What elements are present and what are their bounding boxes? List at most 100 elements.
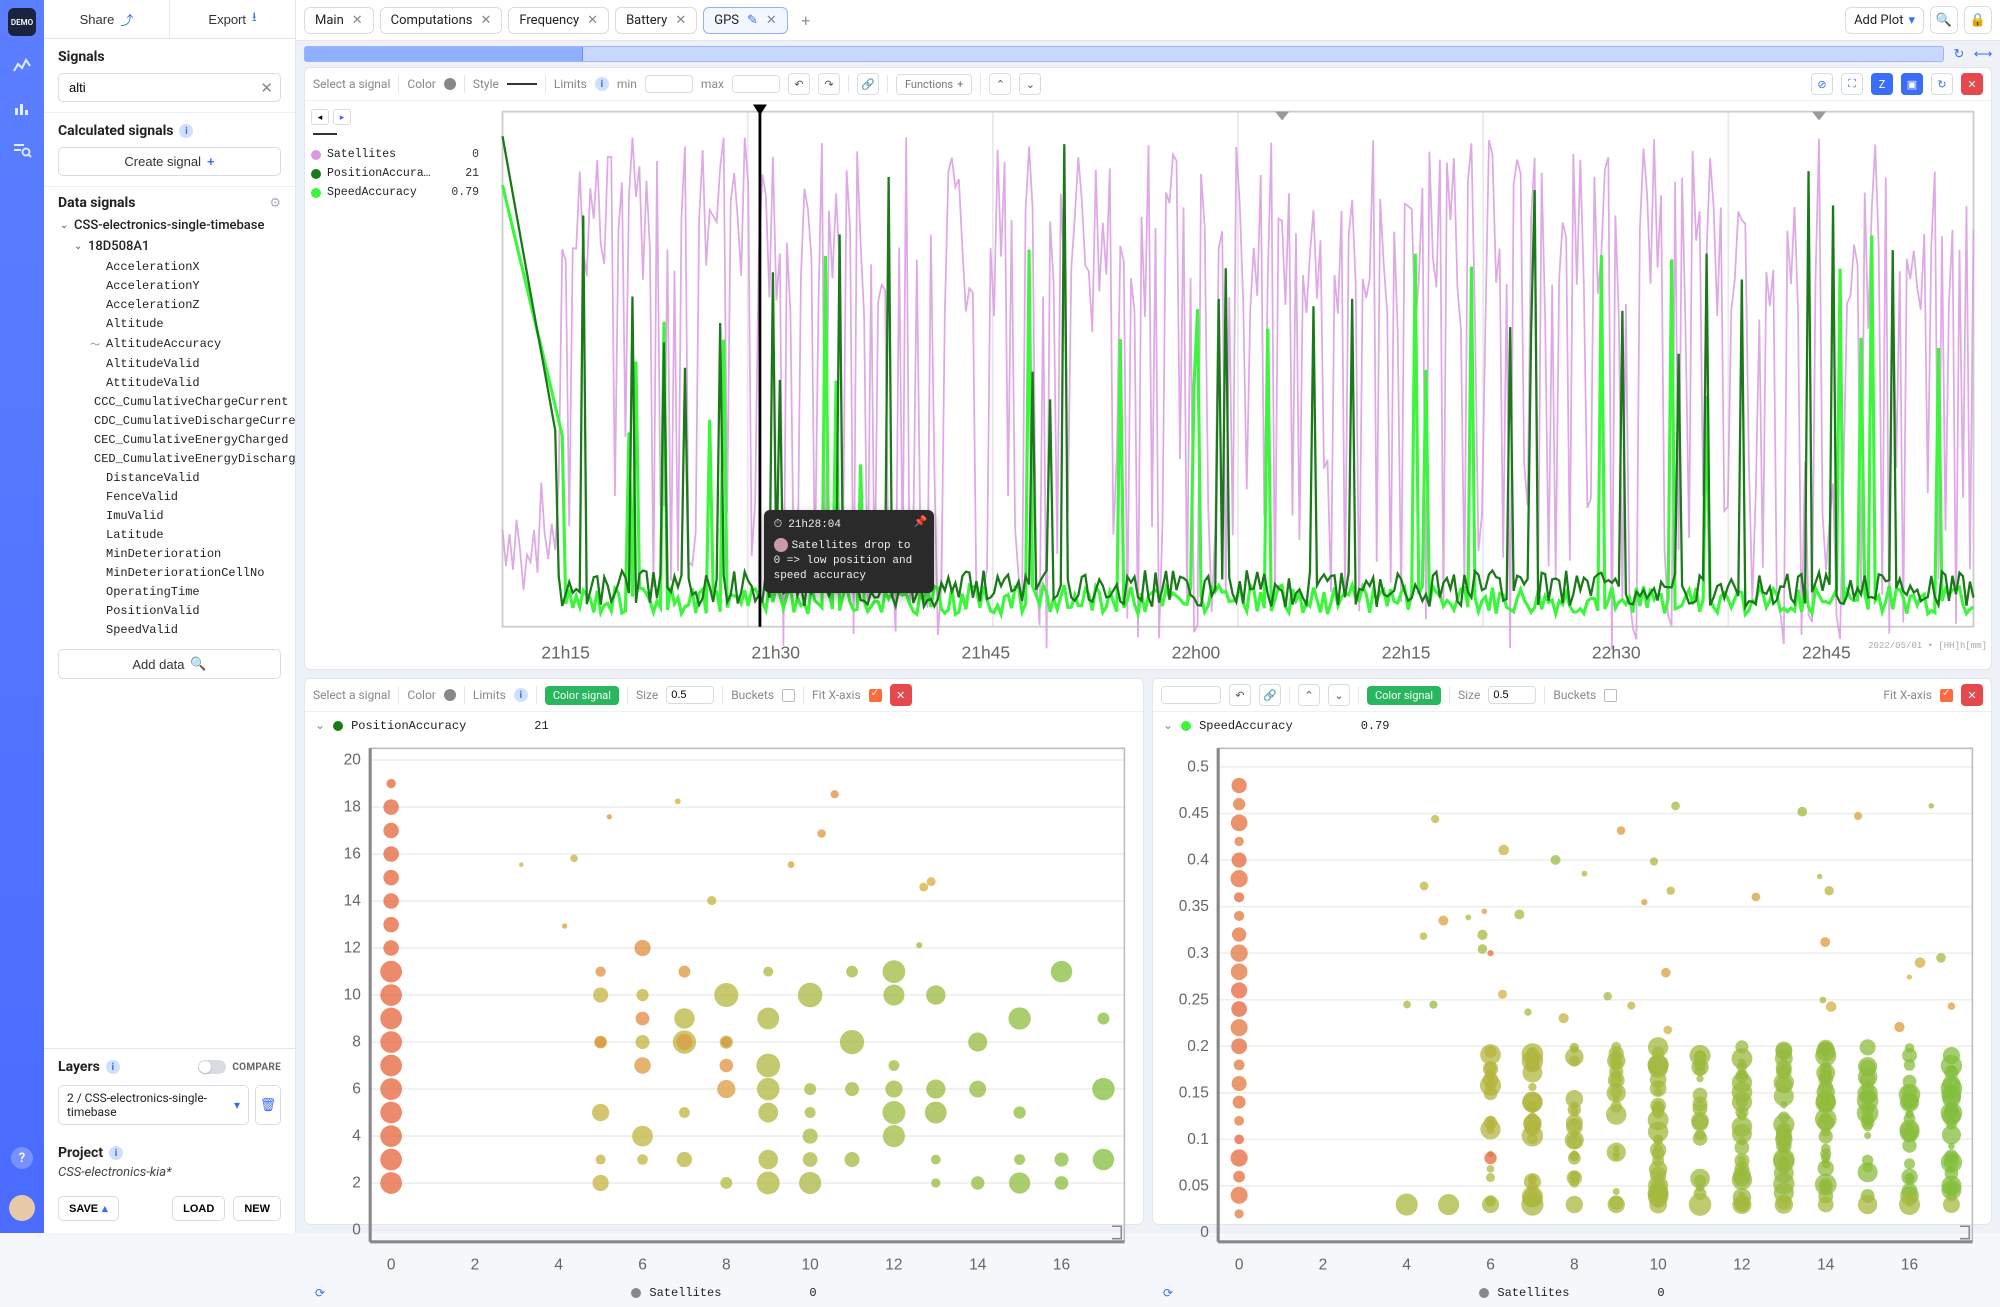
add-data-button[interactable]: Add data🔍 (58, 649, 281, 679)
load-button[interactable]: LOAD (172, 1196, 225, 1221)
pin-icon[interactable]: 📌 (914, 516, 928, 531)
info-icon[interactable]: i (595, 77, 609, 91)
fitx-checkbox[interactable] (1940, 689, 1953, 702)
functions-button[interactable]: Functions+ (896, 74, 972, 95)
annotation-tooltip[interactable]: 📌 ⏱ 21h28:04 Satellites drop to 0 => low… (764, 510, 934, 592)
style-swatch[interactable] (507, 83, 537, 85)
reset-timeline-icon[interactable]: ↻ (1950, 45, 1968, 63)
select-signal-placeholder[interactable]: Select a signal (313, 77, 390, 91)
limit-input[interactable] (1161, 686, 1221, 704)
lock-icon[interactable]: 🔒 (1964, 6, 1992, 34)
nav-bars-icon[interactable] (10, 96, 34, 120)
help-icon[interactable]: ? (11, 1147, 33, 1169)
new-button[interactable]: NEW (233, 1196, 281, 1221)
add-tab-icon[interactable]: + (794, 8, 818, 32)
nav-search-icon[interactable] (10, 138, 34, 162)
signal-leaf[interactable]: PositionValid (52, 601, 287, 620)
tree-root[interactable]: ⌄CSS-electronics-single-timebase (52, 215, 287, 236)
signal-leaf[interactable]: Latitude (52, 525, 287, 544)
close-chart-icon[interactable]: ✕ (890, 684, 912, 706)
info-icon[interactable]: i (514, 688, 528, 702)
signal-leaf[interactable]: ImuValid (52, 506, 287, 525)
zoom-search-icon[interactable]: 🔍 (1930, 6, 1958, 34)
tab-gps[interactable]: GPS✎✕ (703, 7, 788, 34)
fullscreen-icon[interactable]: ⛶ (1841, 73, 1863, 95)
share-button[interactable]: Share⤴ (44, 0, 170, 38)
gear-icon[interactable]: ⚙ (269, 196, 281, 211)
chevron-down-icon[interactable]: ⌄ (1328, 684, 1350, 706)
info-icon[interactable]: i (106, 1060, 120, 1074)
signal-leaf[interactable]: CED_CumulativeEnergyDischarged (52, 449, 287, 468)
scatter-left-plot[interactable]: 024681012141618200246810121416 (305, 739, 1143, 1282)
close-chart-icon[interactable]: ✕ (1961, 684, 1983, 706)
signal-leaf[interactable]: AccelerationY (52, 276, 287, 295)
buckets-checkbox[interactable] (782, 689, 795, 702)
select-signal-placeholder[interactable]: Select a signal (313, 688, 390, 702)
compare-toggle[interactable] (198, 1060, 226, 1074)
signals-search-input[interactable] (58, 73, 281, 102)
tree-group[interactable]: ⌄18D508A1 (52, 236, 287, 257)
tab-battery[interactable]: Battery✕ (615, 7, 697, 34)
signal-leaf[interactable]: CDC_CumulativeDischargeCurrent (52, 411, 287, 430)
tool-pic-icon[interactable]: ▣ (1901, 73, 1923, 95)
signal-leaf[interactable]: 〜AltitudeAccuracy (52, 333, 287, 354)
legend-row[interactable]: SpeedAccuracy0.79 (311, 183, 479, 202)
close-tab-icon[interactable]: ✕ (352, 13, 363, 28)
collapse-icon[interactable]: ⌄ (1163, 718, 1173, 733)
tab-main[interactable]: Main✕ (304, 7, 374, 34)
color-signal-badge[interactable]: Color signal (545, 686, 619, 705)
layer-select[interactable]: 2 / CSS-electronics-single-timebase▾ (58, 1085, 249, 1125)
signal-leaf[interactable]: MinDeteriorationCellNo (52, 563, 287, 582)
signal-leaf[interactable]: MinDeterioration (52, 544, 287, 563)
chevron-up-icon[interactable]: ⌃ (1298, 684, 1320, 706)
legend-row[interactable]: Satellites0 (311, 145, 479, 164)
chevron-down-icon[interactable]: ⌄ (1019, 73, 1041, 95)
timeline-strip[interactable]: ↻ ⟷ (296, 41, 2000, 67)
collapse-icon[interactable]: ⌄ (315, 718, 325, 733)
link-icon[interactable]: 🔗 (857, 73, 879, 95)
export-button[interactable]: Export⭳ (170, 0, 295, 38)
color-swatch[interactable] (444, 689, 456, 701)
size-input[interactable] (1488, 686, 1536, 704)
expand-timeline-icon[interactable]: ⟷ (1974, 45, 1992, 63)
max-input[interactable] (732, 75, 780, 93)
nav-timeseries-icon[interactable] (10, 54, 34, 78)
signal-leaf[interactable]: CCC_CumulativeChargeCurrent (52, 392, 287, 411)
user-avatar[interactable] (9, 1195, 35, 1221)
signal-leaf[interactable]: AttitudeValid (52, 373, 287, 392)
redo-icon[interactable]: ↷ (818, 73, 840, 95)
signal-leaf[interactable]: CEC_CumulativeEnergyCharged (52, 430, 287, 449)
signal-leaf[interactable]: Altitude (52, 314, 287, 333)
tab-frequency[interactable]: Frequency✕ (508, 7, 609, 34)
size-input[interactable] (666, 686, 714, 704)
timeseries-plot[interactable]: 21h1521h3021h4522h0022h1522h3022h45 2022… (485, 101, 1991, 669)
signal-leaf[interactable]: AccelerationX (52, 257, 287, 276)
close-tab-icon[interactable]: ✕ (766, 13, 777, 28)
tab-computations[interactable]: Computations✕ (380, 7, 503, 34)
close-tab-icon[interactable]: ✕ (675, 13, 686, 28)
refresh-icon[interactable]: ⟳ (315, 1286, 325, 1301)
signal-leaf[interactable]: FenceValid (52, 487, 287, 506)
clear-search-icon[interactable]: ✕ (260, 79, 273, 97)
color-signal-badge[interactable]: Color signal (1367, 686, 1441, 705)
create-signal-button[interactable]: Create signal+ (58, 147, 281, 176)
deselect-icon[interactable]: ⊘ (1811, 73, 1833, 95)
legend-row[interactable]: PositionAccuracy21 (311, 164, 479, 183)
info-icon[interactable]: i (179, 124, 193, 138)
signal-leaf[interactable]: SpeedValid (52, 620, 287, 639)
buckets-checkbox[interactable] (1604, 689, 1617, 702)
close-chart-icon[interactable]: ✕ (1961, 73, 1983, 95)
info-icon[interactable]: i (109, 1146, 123, 1160)
save-button[interactable]: SAVE▴ (58, 1196, 119, 1221)
close-tab-icon[interactable]: ✕ (587, 13, 598, 28)
signal-leaf[interactable]: DistanceValid (52, 468, 287, 487)
tool-z-icon[interactable]: Z (1871, 73, 1893, 95)
fitx-checkbox[interactable] (869, 689, 882, 702)
refresh-icon[interactable]: ⟳ (1163, 1286, 1173, 1301)
signal-leaf[interactable]: AltitudeValid (52, 354, 287, 373)
chevron-up-icon[interactable]: ⌃ (989, 73, 1011, 95)
color-swatch[interactable] (444, 78, 456, 90)
undo-icon[interactable]: ↶ (1229, 684, 1251, 706)
signal-leaf[interactable]: AccelerationZ (52, 295, 287, 314)
scatter-right-plot[interactable]: 00.050.10.150.20.250.30.350.40.450.50246… (1153, 739, 1991, 1282)
